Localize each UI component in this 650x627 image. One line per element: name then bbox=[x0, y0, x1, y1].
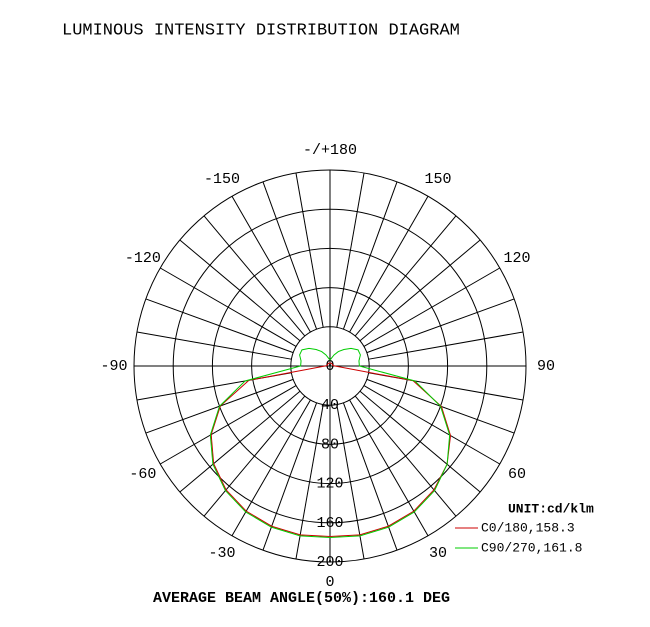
ring bbox=[251, 287, 409, 445]
ring bbox=[133, 169, 527, 563]
theta-tick-label: 150 bbox=[424, 171, 451, 188]
ring bbox=[172, 208, 488, 524]
theta-tick-label: 30 bbox=[429, 545, 447, 562]
legend-label: C90/270,161.8 bbox=[481, 540, 582, 555]
theta-tick-label: 120 bbox=[504, 250, 531, 267]
theta-tick-label: -150 bbox=[204, 171, 240, 188]
chart-title: LUMINOUS INTENSITY DISTRIBUTION DIAGRAM bbox=[62, 21, 460, 40]
unit-label: UNIT:cd/klm bbox=[508, 501, 594, 516]
r-tick-label: 0 bbox=[325, 358, 334, 375]
r-tick-label: 120 bbox=[316, 476, 343, 493]
theta-tick-label: -90 bbox=[100, 358, 127, 375]
r-tick-label: 200 bbox=[316, 554, 343, 571]
r-tick-label: 80 bbox=[321, 436, 339, 453]
ring bbox=[290, 326, 370, 406]
r-tick-label: 40 bbox=[321, 397, 339, 414]
theta-tick-label: 0 bbox=[325, 574, 334, 591]
theta-tick-label: -120 bbox=[125, 250, 161, 267]
intensity-curve bbox=[209, 347, 451, 539]
ring bbox=[211, 247, 449, 485]
legend-label: C0/180,158.3 bbox=[481, 520, 575, 535]
intensity-curve bbox=[210, 362, 452, 538]
beam-angle-note: AVERAGE BEAM ANGLE(50%):160.1 DEG bbox=[153, 590, 450, 607]
theta-tick-label: 90 bbox=[537, 358, 555, 375]
theta-tick-label: -30 bbox=[208, 545, 235, 562]
theta-tick-label: -/+180 bbox=[303, 142, 357, 159]
theta-tick-label: 60 bbox=[508, 466, 526, 483]
r-tick-label: 160 bbox=[316, 515, 343, 532]
theta-tick-label: -60 bbox=[129, 466, 156, 483]
